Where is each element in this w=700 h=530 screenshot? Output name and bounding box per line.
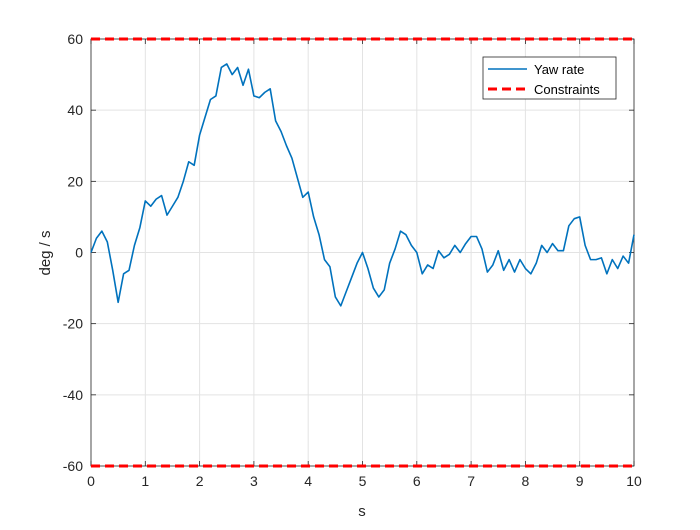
x-tick-label: 8 xyxy=(522,473,530,489)
series-line-yaw-rate xyxy=(90,63,635,307)
x-tick-label: 4 xyxy=(304,473,312,489)
y-tick-label: 20 xyxy=(67,173,83,189)
x-tick-label: 10 xyxy=(626,473,642,489)
data-series xyxy=(90,37,635,468)
legend: Yaw rate Constraints xyxy=(482,56,617,100)
x-axis-label: s xyxy=(358,503,366,520)
x-tick-label: 7 xyxy=(467,473,475,489)
legend-label-yaw-rate: Yaw rate xyxy=(534,62,584,77)
x-tick-label: 0 xyxy=(87,473,95,489)
y-axis-label: deg / s xyxy=(37,230,54,275)
y-tick-label: -60 xyxy=(63,458,83,474)
x-tick-label: 2 xyxy=(196,473,204,489)
y-tick-label: 0 xyxy=(75,245,83,261)
x-tick-label: 5 xyxy=(359,473,367,489)
legend-label-constraints: Constraints xyxy=(534,82,600,97)
y-tick-label: 40 xyxy=(67,102,83,118)
x-tick-label: 3 xyxy=(250,473,258,489)
y-tick-label: 60 xyxy=(67,31,83,47)
legend-box xyxy=(482,56,617,100)
y-tick-label: -40 xyxy=(63,387,83,403)
y-tick-label: -20 xyxy=(63,316,83,332)
x-tick-label: 9 xyxy=(576,473,584,489)
x-tick-label: 1 xyxy=(141,473,149,489)
x-tick-label: 6 xyxy=(413,473,421,489)
